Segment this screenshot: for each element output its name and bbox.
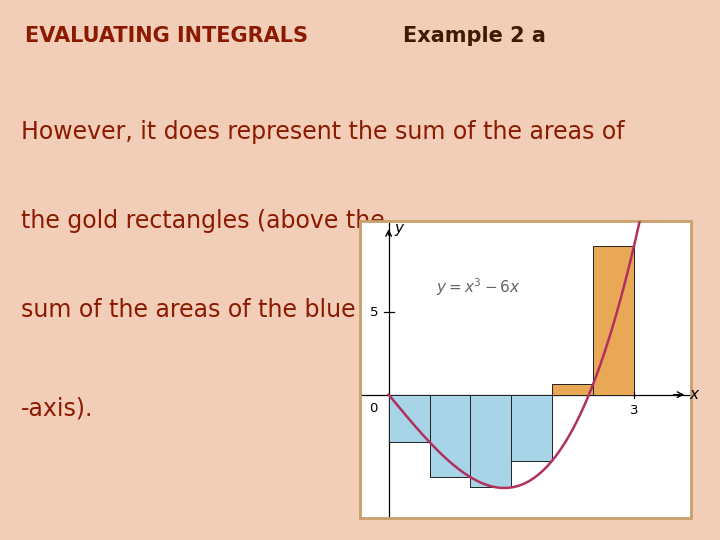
Text: EVALUATING INTEGRALS: EVALUATING INTEGRALS [25,25,308,46]
Bar [552,384,593,395]
Bar [389,395,430,442]
Text: -axis).: -axis). [21,397,94,421]
Text: 0: 0 [369,402,378,415]
Text: $y = x^3 - 6x$: $y = x^3 - 6x$ [436,276,521,298]
Bar [593,246,634,395]
Text: x: x [690,387,698,402]
Text: sum of the areas of the blue rectangles (below the: sum of the areas of the blue rectangles … [21,298,628,322]
Bar [470,395,511,488]
Text: the gold rectangles (above the: the gold rectangles (above the [21,210,392,233]
Text: y: y [395,220,403,235]
Text: 3: 3 [630,404,638,417]
Bar [511,395,552,461]
Text: However, it does represent the sum of the areas of: However, it does represent the sum of th… [21,120,625,144]
Bar [430,395,470,477]
Text: Example 2 a: Example 2 a [403,25,546,46]
Text: 5: 5 [369,306,378,319]
